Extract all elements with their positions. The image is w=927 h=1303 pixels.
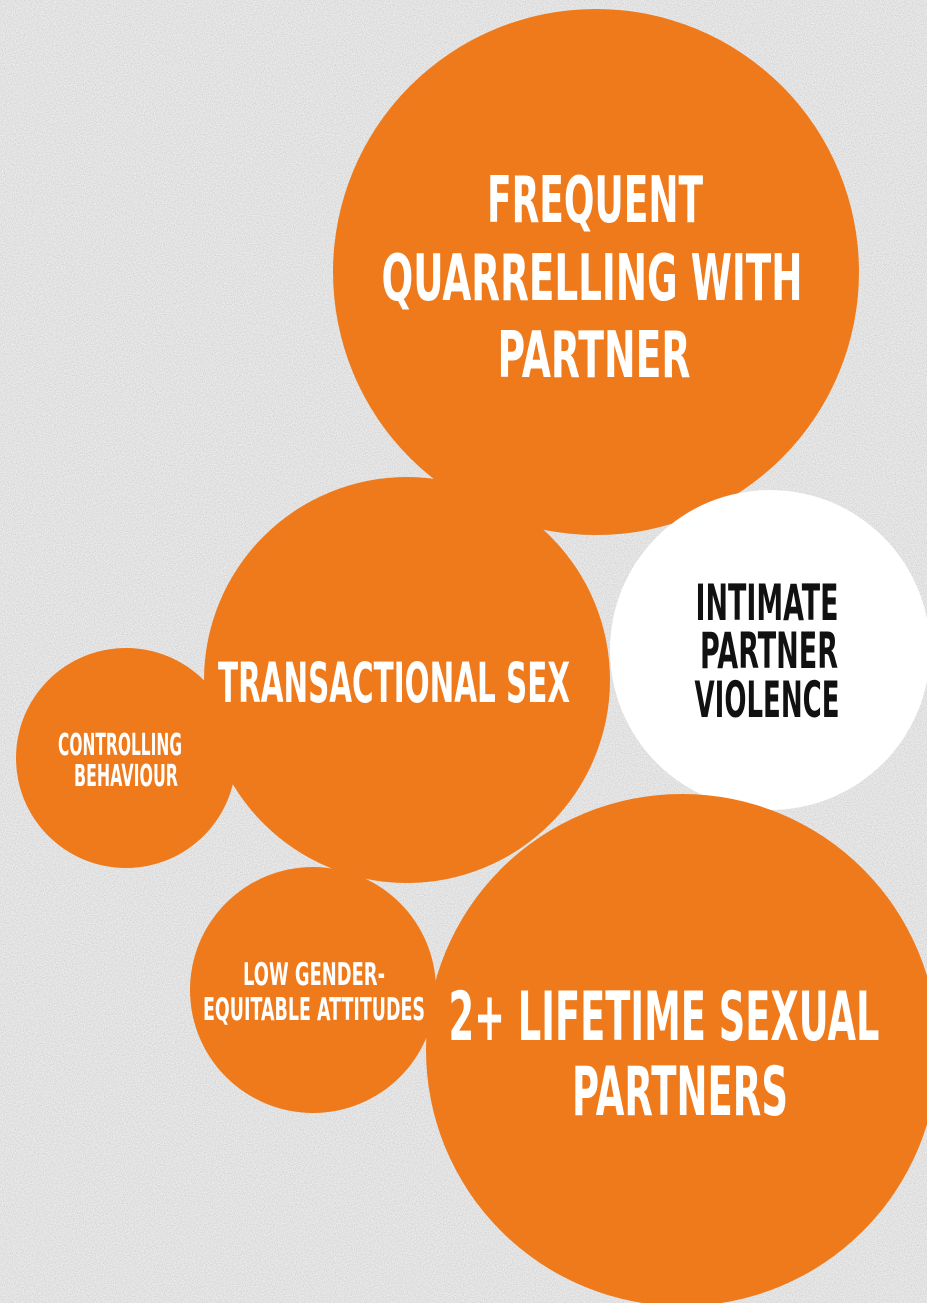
- label-line: TRANSACTIONAL SEX: [218, 651, 570, 715]
- label-line: PARTNER: [498, 319, 691, 393]
- bubble-quarrelling: [333, 9, 859, 535]
- label-line: PARTNERS: [572, 1053, 788, 1132]
- bubble-transactional: [204, 477, 610, 883]
- bubble-partners: [426, 794, 927, 1303]
- label-line: CONTROLLING: [58, 728, 182, 763]
- bubble-ipv: [610, 490, 927, 810]
- label-line: QUARRELLING WITH: [382, 242, 803, 316]
- label-line: FREQUENT: [487, 164, 703, 238]
- bubble-gender: [190, 867, 436, 1113]
- label-line: VIOLENCE: [695, 671, 840, 729]
- label-line: EQUITABLE ATTITUDES: [203, 992, 425, 1028]
- label-line: 2+ LIFETIME SEXUAL: [449, 978, 880, 1057]
- bubble-controlling: [16, 648, 236, 868]
- label-line: INTIMATE: [696, 574, 839, 632]
- label-line: LOW GENDER-: [243, 957, 385, 993]
- label-line: PARTNER: [700, 622, 838, 680]
- label-line: BEHAVIOUR: [74, 759, 178, 794]
